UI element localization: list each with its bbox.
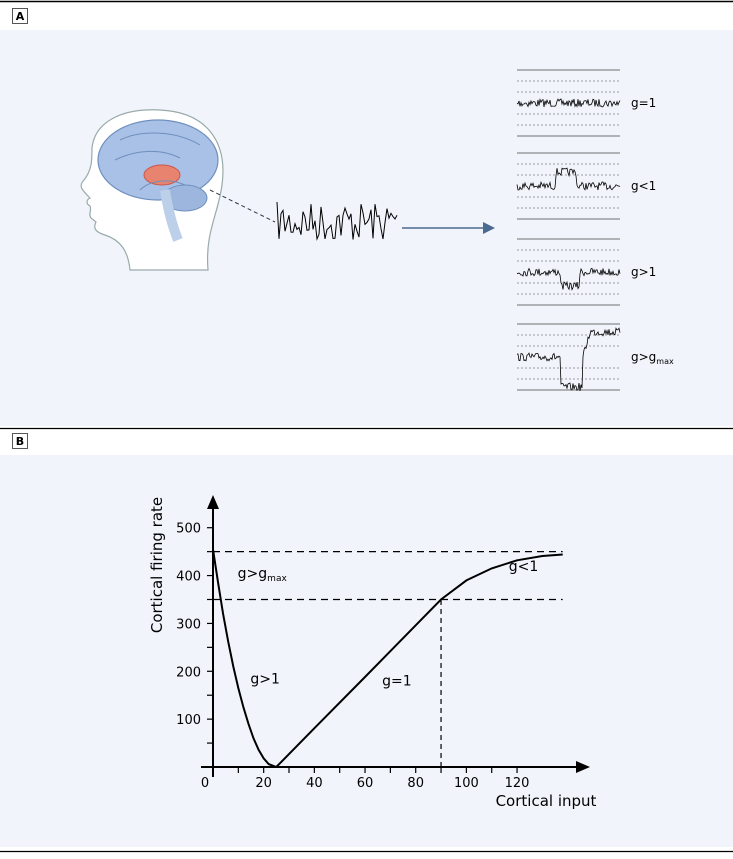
x-tick-label: 20 [255,776,272,791]
trace-label: g>1 [631,265,656,279]
panel-b-label: B [16,435,24,448]
label-main: g<1 [631,179,656,193]
y-tick-label: 500 [176,522,201,537]
data-line [212,549,563,769]
annotation: g>1 [250,671,280,687]
signal-trace [516,327,621,392]
eeg-signal [276,201,398,241]
label-main: g>1 [631,265,656,279]
y-axis-arrow [207,495,219,509]
label-box [12,433,28,449]
signal-trace [516,98,621,108]
y-tick-label: 200 [176,665,201,680]
y-tick-label: 300 [176,617,201,632]
annotation-main: g>1 [250,671,280,687]
x-axis-arrow [576,761,590,773]
x-tick-label: 40 [306,776,323,791]
y-tick-label: 400 [176,570,201,585]
annotation: g=1 [382,674,412,690]
label-sub: max [656,357,674,366]
label-main: g=1 [631,96,656,110]
annotation: g<1 [509,559,539,575]
x-tick-label: 100 [454,776,479,791]
annotation-main: g=1 [382,674,412,690]
annotation-main: g>g [238,566,268,582]
annotation-main: g<1 [509,559,539,575]
head-illustration [80,109,276,271]
annotation-sub: max [267,574,287,584]
y-tick-label: 100 [176,713,201,728]
arrow [402,222,495,234]
signal-trace [516,267,621,291]
y-axis-title: Cortical firing rate [148,497,166,633]
signal-trace [516,167,621,191]
label-main: g>g [631,350,656,364]
annotation: g>gmax [238,566,288,584]
x-axis-title: Cortical input [496,792,597,810]
x-tick-label: 0 [201,776,209,791]
panel-a-label: A [16,10,25,23]
panel-b-bg [0,455,733,847]
trace-label: g=1 [631,96,656,110]
x-tick-label: 120 [505,776,530,791]
x-tick-label: 80 [407,776,424,791]
trace-label: g<1 [631,179,656,193]
x-tick-label: 60 [357,776,374,791]
label-box [12,8,28,24]
trace-label: g>gmax [631,350,674,366]
trace-group: g=1 g<1 g>1 g>gmax [516,69,674,392]
